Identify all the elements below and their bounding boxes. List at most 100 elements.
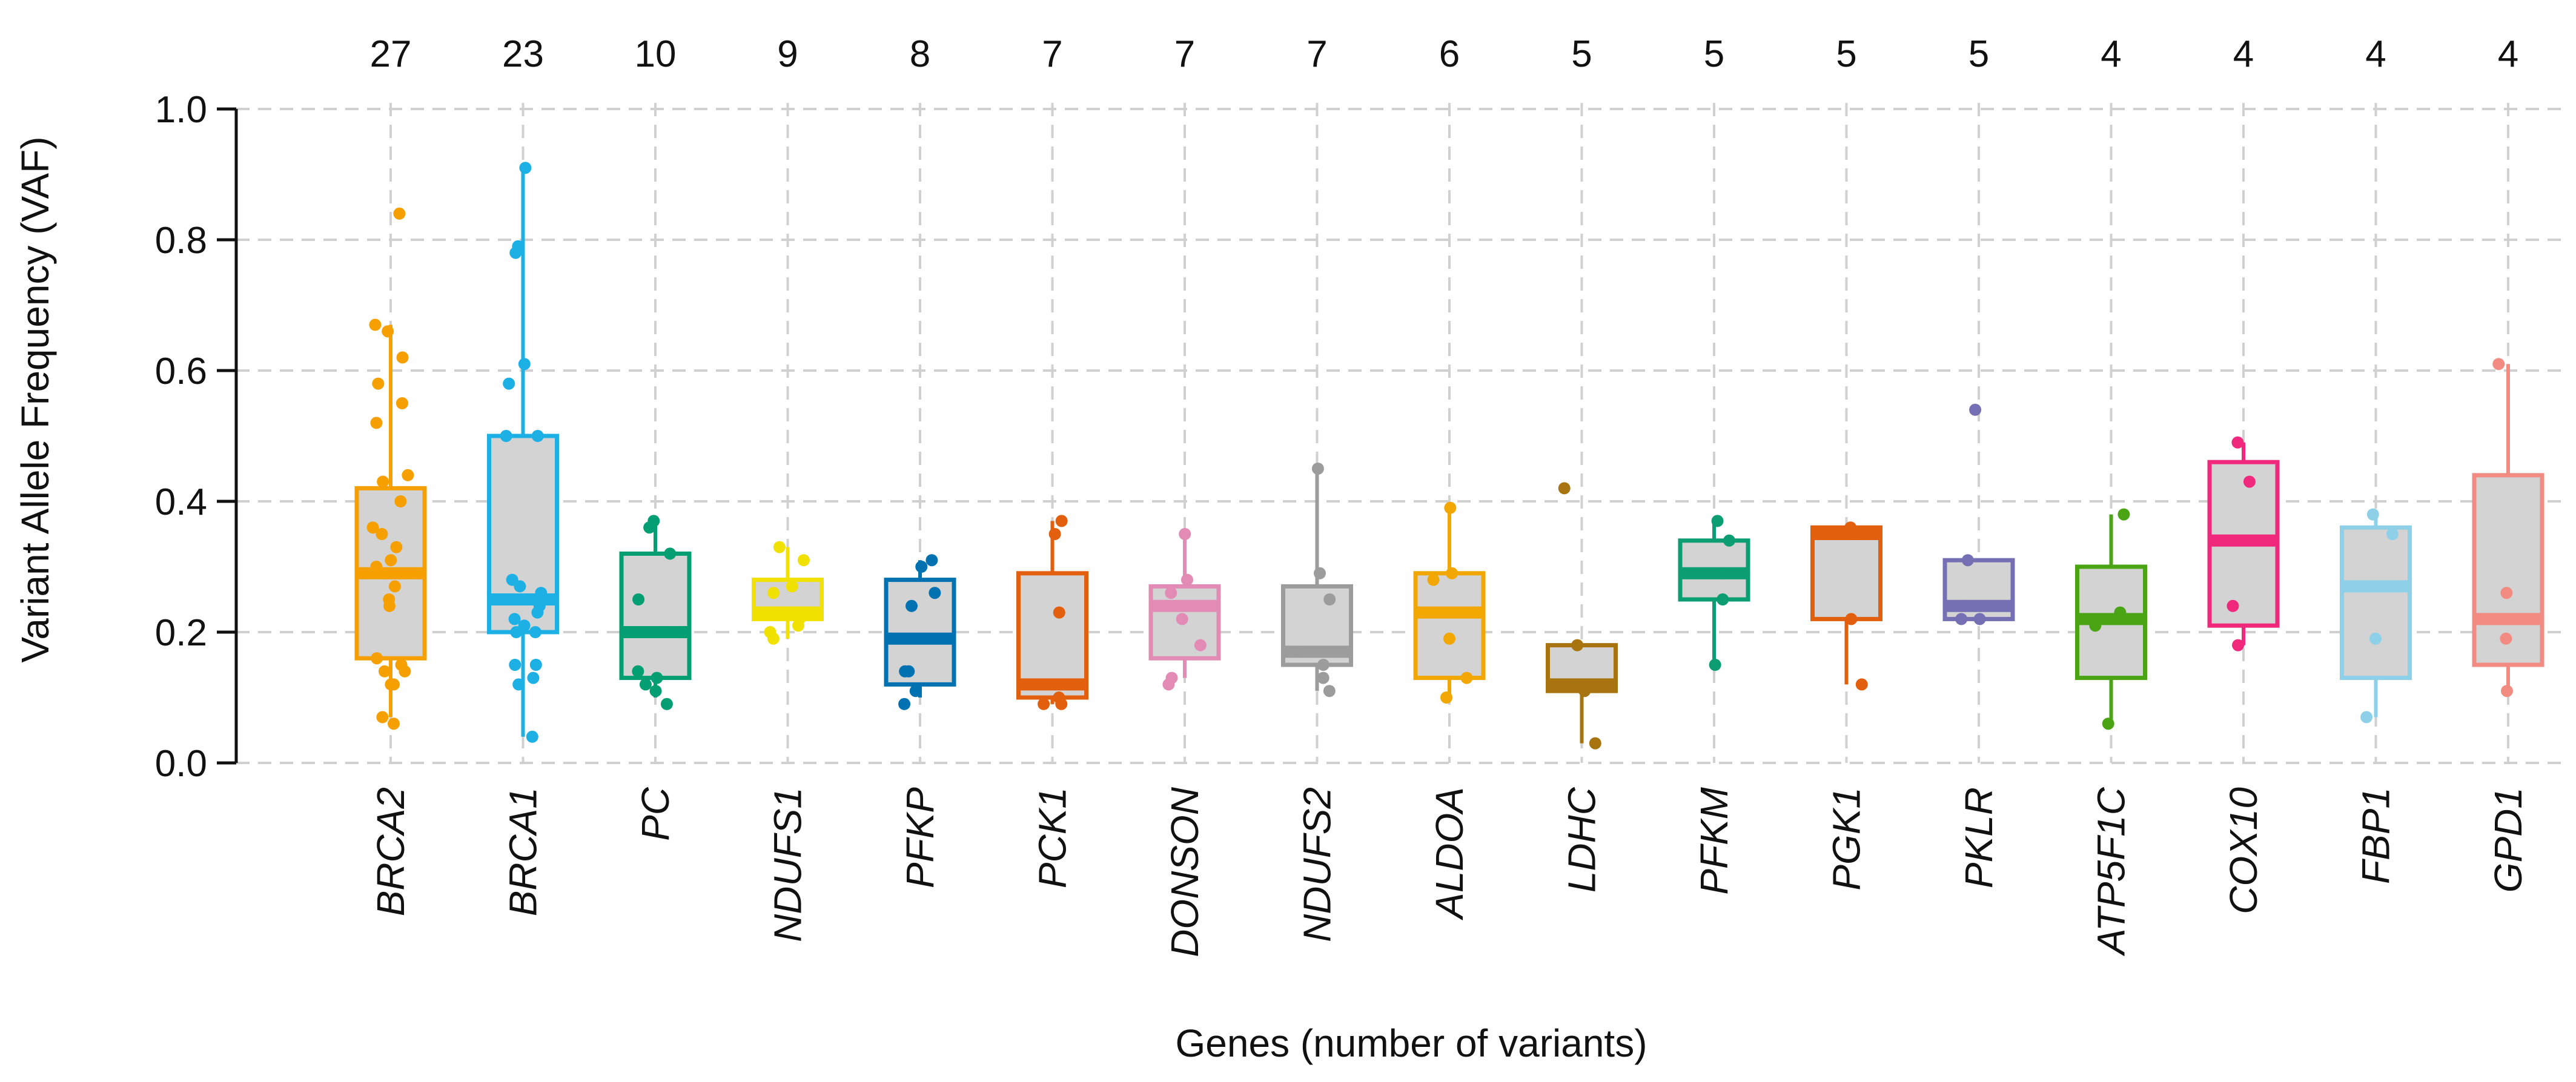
data-point xyxy=(1845,613,1858,625)
data-point xyxy=(1460,671,1473,684)
data-point xyxy=(1969,403,1982,416)
data-point xyxy=(372,377,385,390)
gene-name-label: FBP1 xyxy=(2354,787,2398,884)
variant-count-label: 4 xyxy=(2365,33,2386,75)
data-point xyxy=(2369,632,2382,645)
data-point xyxy=(369,318,382,331)
gene-name-label: PC xyxy=(634,787,677,841)
data-point xyxy=(649,685,662,698)
data-point xyxy=(770,606,783,619)
gene-name-label: PKLR xyxy=(1957,787,2001,888)
gene-box-ALDOA xyxy=(1413,501,1486,704)
gene-name-label: PFKP xyxy=(898,787,942,888)
iqr-box xyxy=(1016,571,1088,700)
gene-box-DONSON xyxy=(1148,528,1221,691)
data-point xyxy=(1194,639,1207,652)
data-point xyxy=(1055,698,1068,710)
data-point xyxy=(366,521,379,534)
data-point xyxy=(1571,639,1584,652)
data-point xyxy=(1717,567,1729,579)
data-point xyxy=(527,671,540,684)
gene-name-label: BRCA2 xyxy=(369,787,412,916)
gene-box-LDHC xyxy=(1546,482,1618,750)
iqr-box xyxy=(619,551,692,681)
gene-labels: 27 BRCA2 23 BRCA1 10 PC 9 NDUFS1 8 PFKP 7 PCK1 7 DONS… xyxy=(369,33,2530,957)
gene-name-label: NDUFS2 xyxy=(1296,787,1339,942)
variant-count-label: 7 xyxy=(1042,33,1062,75)
gene-box-PCK1 xyxy=(1016,515,1088,710)
gene-box-NDUFS1 xyxy=(752,541,824,645)
data-point xyxy=(915,561,928,573)
gene-box-BRCA2 xyxy=(354,207,427,730)
variant-count-label: 5 xyxy=(1968,33,1989,75)
data-point xyxy=(1578,685,1591,698)
data-point xyxy=(394,495,407,507)
data-point xyxy=(2500,587,2513,599)
data-point xyxy=(1317,671,1329,684)
y-axis: 0.0 0.2 0.4 0.6 0.8 1.0 xyxy=(155,89,238,785)
data-point xyxy=(767,587,780,599)
data-point xyxy=(664,547,677,560)
data-point xyxy=(519,162,532,174)
data-point xyxy=(2232,639,2245,652)
gene-name-label: PCK1 xyxy=(1031,787,1074,888)
y-tick-label: 0.8 xyxy=(155,220,207,262)
iqr-box xyxy=(1413,571,1486,681)
data-point xyxy=(632,665,644,678)
data-point xyxy=(402,469,414,481)
data-point xyxy=(518,358,531,371)
data-point xyxy=(529,659,542,671)
variant-count-label: 5 xyxy=(1704,33,1724,75)
data-point xyxy=(512,678,525,691)
data-point xyxy=(1317,659,1329,671)
gene-name-label: NDUFS1 xyxy=(766,787,810,942)
data-point xyxy=(1180,573,1193,586)
data-point xyxy=(383,599,396,612)
data-point xyxy=(2500,685,2513,698)
data-point xyxy=(518,593,531,605)
data-point xyxy=(1711,515,1724,527)
variant-count-label: 23 xyxy=(502,33,544,75)
data-point xyxy=(388,717,400,730)
gene-box-FBP1 xyxy=(2340,508,2412,724)
data-point xyxy=(371,652,383,665)
iqr-box xyxy=(884,578,956,687)
gene-name-label: COX10 xyxy=(2222,787,2265,914)
data-point xyxy=(518,619,531,632)
data-point xyxy=(1179,528,1191,540)
variant-count-label: 4 xyxy=(2233,33,2254,75)
gene-box-PC xyxy=(619,515,692,710)
data-point xyxy=(1165,587,1177,599)
data-point xyxy=(509,659,521,671)
data-point xyxy=(2366,508,2379,521)
gene-name-label: PFKM xyxy=(1692,787,1736,894)
data-point xyxy=(2243,475,2256,488)
data-point xyxy=(393,207,406,220)
gene-name-label: GPD1 xyxy=(2486,787,2530,892)
x-axis-title: Genes (number of variants) xyxy=(1176,1021,1647,1065)
gene-name-label: BRCA1 xyxy=(502,787,545,916)
y-axis-title: Variant Allele Frequency (VAF) xyxy=(13,136,57,662)
data-point xyxy=(1038,698,1050,710)
data-point xyxy=(382,325,394,338)
data-point xyxy=(1063,678,1076,691)
data-point xyxy=(388,580,401,593)
data-point xyxy=(1558,482,1571,495)
boxplots xyxy=(354,162,2545,750)
data-point xyxy=(531,430,544,442)
data-point xyxy=(510,626,523,638)
data-point xyxy=(514,580,526,593)
data-point xyxy=(639,678,652,691)
variant-count-label: 5 xyxy=(1836,33,1856,75)
data-point xyxy=(509,246,522,259)
data-point xyxy=(385,554,397,567)
data-point xyxy=(500,430,512,442)
data-point xyxy=(1973,613,1986,625)
iqr-box xyxy=(1810,525,1882,621)
data-point xyxy=(1723,534,1735,547)
data-point xyxy=(898,698,911,710)
data-point xyxy=(1323,593,1336,605)
data-point xyxy=(1055,515,1068,527)
data-point xyxy=(1961,554,1974,567)
data-point xyxy=(2360,711,2373,724)
